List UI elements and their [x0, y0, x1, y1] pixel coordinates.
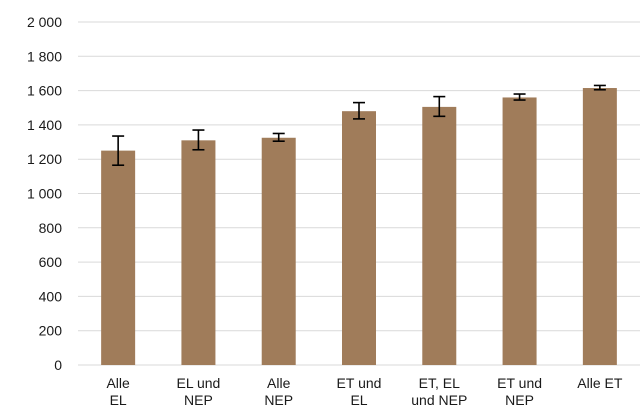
x-category-label-line: NEP: [505, 392, 534, 408]
bar: [261, 137, 296, 365]
x-category-label: ET und EL: [337, 375, 382, 408]
y-tick-label: 400: [39, 288, 63, 304]
x-category-label-line: ET und: [497, 375, 542, 391]
x-category-label: ET, EL und NEP: [411, 375, 467, 408]
x-category-label: EL und NEP: [176, 375, 220, 408]
y-axis-tick-labels: 0 200 400 600 800 1 000 1 200 1 400 1 600 1 800 2 …: [27, 14, 62, 373]
bar: [342, 111, 376, 366]
y-tick-label: 200: [39, 323, 63, 339]
x-category-label-line: ET, EL: [419, 375, 460, 391]
y-tick-label: 0: [54, 357, 62, 373]
bar: [101, 150, 136, 365]
bar: [422, 106, 457, 365]
x-category-label-line: Alle ET: [577, 375, 623, 391]
x-category-label: Alle EL: [106, 375, 130, 408]
y-tick-label: 1 600: [27, 83, 62, 99]
y-tick-label: 2 000: [27, 14, 62, 30]
x-category-label-line: und NEP: [411, 392, 467, 408]
y-tick-label: 1 400: [27, 117, 62, 133]
x-category-label-line: Alle: [267, 375, 291, 391]
x-category-label: ET und NEP: [497, 375, 542, 408]
x-category-label-line: ET und: [337, 375, 382, 391]
y-tick-label: 1 800: [27, 48, 62, 64]
y-tick-label: 1 000: [27, 186, 62, 202]
bars: [101, 88, 617, 366]
x-category-label: Alle NEP: [264, 375, 293, 408]
x-category-label-line: NEP: [184, 392, 213, 408]
x-category-label-line: EL: [350, 392, 367, 408]
y-tick-label: 600: [39, 254, 63, 270]
y-tick-label: 800: [39, 220, 63, 236]
x-category-label-line: EL und: [176, 375, 220, 391]
bar: [502, 97, 537, 366]
x-category-label: Alle ET: [577, 375, 623, 391]
bar: [181, 140, 216, 365]
bar: [582, 88, 617, 365]
error-bars: [112, 84, 606, 167]
x-category-label-line: EL: [110, 392, 127, 408]
y-tick-label: 1 200: [27, 151, 62, 167]
x-category-label-line: Alle: [106, 375, 130, 391]
x-category-label-line: NEP: [264, 392, 293, 408]
